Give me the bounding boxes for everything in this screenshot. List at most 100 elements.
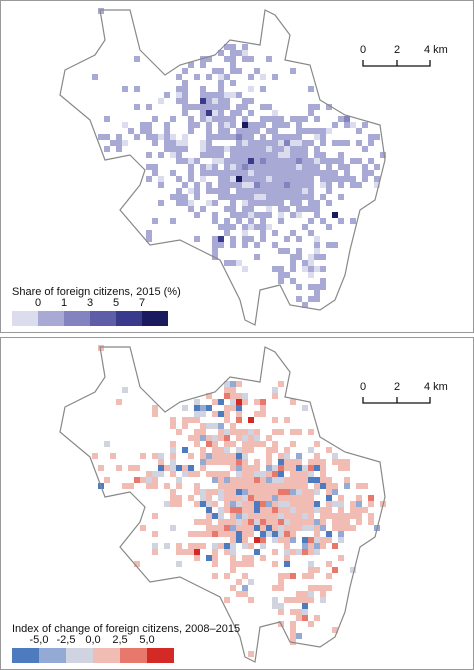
map-cell [164,134,170,140]
map-cell [248,555,254,561]
map-cell [224,543,230,549]
map-cell [326,188,332,194]
map-cell [290,278,296,284]
map-cell [284,140,290,146]
map-cell [278,465,284,471]
map-cell [194,182,200,188]
map-cell [248,158,254,164]
map-cell [374,176,380,182]
map-cell [140,453,146,459]
map-cell [236,68,242,74]
map-cell [272,170,278,176]
map-cell [164,128,170,134]
map-cell [278,218,284,224]
map-cell [188,128,194,134]
map-cell [236,531,242,537]
map-cell [248,146,254,152]
map-cell [302,489,308,495]
map-cell [200,531,206,537]
map-cell [242,134,248,140]
map-cell [206,441,212,447]
map-cell [230,381,236,387]
map-cell [314,459,320,465]
map-cell [332,483,338,489]
map-cell [224,92,230,98]
map-cell [284,531,290,537]
map-cell [290,399,296,405]
map-cell [236,495,242,501]
map-cell [200,92,206,98]
map-cell [350,507,356,513]
map-cell [242,591,248,597]
map-cell [308,188,314,194]
scale-label: 2 [394,44,400,56]
map-cell [236,110,242,116]
map-cell [230,134,236,140]
map-cell [326,176,332,182]
map-cell [290,230,296,236]
map-cell [350,182,356,188]
map-cell [350,525,356,531]
map-cell [308,471,314,477]
map-cell [266,200,272,206]
legend-swatch [12,311,38,326]
map-cell [242,441,248,447]
map-cell [314,543,320,549]
map-cell [326,224,332,230]
map-cell [236,483,242,489]
map-cell [308,158,314,164]
map-cell [230,56,236,62]
map-cell [182,423,188,429]
map-cell [200,62,206,68]
map-cell [224,429,230,435]
map-cell [308,489,314,495]
map-cell [134,104,140,110]
map-cell [146,152,152,158]
map-cell [278,194,284,200]
map-cell [218,459,224,465]
map-cell [224,441,230,447]
map-cell [236,381,242,387]
map-cell [104,477,110,483]
legend-label: 0 [35,297,41,309]
map-cell [356,182,362,188]
map-cell [224,597,230,603]
map-cell [224,507,230,513]
map-cell [248,170,254,176]
map-cell [230,50,236,56]
map-cell [236,501,242,507]
map-cell [272,495,278,501]
map-cell [278,206,284,212]
map-cell [266,525,272,531]
map-cell [224,387,230,393]
map-cell [224,447,230,453]
map-cell [278,176,284,182]
map-cell [260,543,266,549]
map-cell [296,453,302,459]
legend-label: 5,0 [139,634,154,646]
map-cell [134,477,140,483]
map-cell [248,477,254,483]
map-cell [230,200,236,206]
map-cell [212,423,218,429]
map-cell [278,266,284,272]
map-cell [242,501,248,507]
map-cell [296,212,302,218]
map-cell [254,507,260,513]
map-cell [218,176,224,182]
map-cell [206,110,212,116]
map-cell [272,140,278,146]
map-cell [272,194,278,200]
map-cell [242,146,248,152]
map-cell [278,519,284,525]
map-cell [338,152,344,158]
map-cell [236,194,242,200]
map-cell [356,507,362,513]
map-cell [326,477,332,483]
map-cell [236,471,242,477]
map-cell [272,471,278,477]
map-cell [212,158,218,164]
map-cell [302,615,308,621]
map-cell [200,429,206,435]
map-cell [248,531,254,537]
